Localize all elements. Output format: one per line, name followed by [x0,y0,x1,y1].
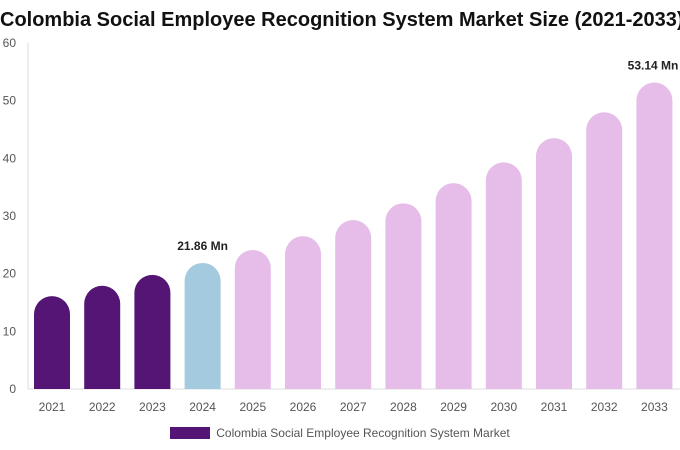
x-tick-label: 2026 [290,400,317,414]
y-tick-label: 30 [3,209,17,223]
bar [636,82,673,390]
x-tick-label: 2029 [440,400,467,414]
x-tick-label: 2021 [39,400,66,414]
y-tick-label: 50 [3,94,17,108]
legend-swatch [170,427,211,439]
x-tick-label: 2033 [641,400,668,414]
bar [586,112,623,389]
x-tick-label: 2030 [490,400,517,414]
bar [335,220,372,389]
bar [485,162,522,389]
y-tick-label: 40 [3,151,17,165]
legend: Colombia Social Employee Recognition Sys… [0,426,680,440]
bar [435,183,472,389]
x-tick-label: 2024 [189,400,216,414]
x-tick-label: 2025 [239,400,266,414]
y-tick-label: 60 [3,36,17,50]
chart-title: Colombia Social Employee Recognition Sys… [0,9,680,31]
x-tick-label: 2027 [340,400,367,414]
bar [536,138,572,389]
y-tick-label: 20 [3,267,17,281]
bar [134,274,171,389]
data-label: 53.14 Mn [628,59,679,73]
x-tick-label: 2028 [390,400,417,414]
x-tick-label: 2031 [541,400,568,414]
bar [234,250,271,389]
x-tick-label: 2022 [89,400,116,414]
bar [84,285,121,389]
legend-label: Colombia Social Employee Recognition Sys… [216,426,510,440]
x-tick-label: 2032 [591,400,618,414]
bar [285,236,321,389]
bar [184,262,221,389]
data-label: 21.86 Mn [177,239,228,253]
x-tick-label: 2023 [139,400,166,414]
y-tick-label: 0 [9,382,16,396]
bar [385,203,422,389]
bar [34,296,70,389]
y-tick-label: 10 [3,324,17,338]
